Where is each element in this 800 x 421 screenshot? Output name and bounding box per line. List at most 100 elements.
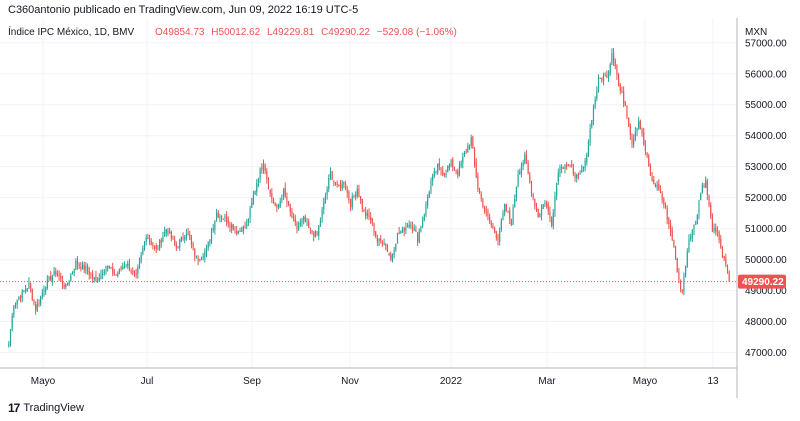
candle (462, 152, 464, 169)
candle (143, 240, 146, 251)
footer-branding[interactable]: 17 TradingView (8, 400, 84, 416)
candle-body (145, 238, 147, 242)
candle-body (215, 213, 218, 220)
candle (179, 238, 181, 251)
candle (710, 202, 712, 219)
candle (403, 226, 405, 237)
candle-body (326, 188, 328, 195)
candle (128, 258, 131, 272)
candle-body (401, 227, 404, 233)
candle (400, 230, 402, 234)
candle (28, 277, 30, 289)
candle-body (100, 273, 102, 279)
candle-body (272, 200, 275, 204)
candle (636, 127, 638, 137)
candle-body (187, 232, 189, 235)
candle-body (569, 164, 571, 166)
candle-body (502, 212, 504, 220)
candle (138, 257, 141, 270)
candle-body (249, 208, 251, 219)
candle-body (35, 304, 37, 311)
candle-body (505, 204, 507, 212)
candle (611, 48, 613, 66)
candle-body (226, 216, 228, 222)
candle (289, 203, 291, 217)
candle (396, 232, 399, 244)
candle-body (544, 202, 546, 204)
candle (45, 286, 47, 296)
candle-body (713, 227, 715, 232)
candle (68, 280, 70, 287)
candle-body (371, 218, 373, 223)
candle (609, 62, 611, 77)
candlestick-chart[interactable]: 57000.00 56000.00 55000.00 54000.00 53000.00… (0, 18, 800, 398)
candle (125, 264, 127, 268)
candle (41, 288, 43, 300)
candle-body (333, 180, 335, 182)
candle (366, 209, 368, 220)
candle-body (26, 288, 28, 291)
candle (157, 244, 159, 251)
candle (294, 214, 296, 227)
candle (587, 139, 590, 157)
candle (532, 192, 534, 201)
candle (98, 273, 100, 282)
candle (661, 191, 663, 204)
candle (155, 243, 157, 254)
candle (723, 255, 725, 261)
price-axis[interactable]: 57000.00 56000.00 55000.00 54000.00 53000.00… (745, 38, 787, 359)
candle (388, 252, 390, 256)
candle (591, 119, 593, 129)
candle (618, 72, 620, 87)
candle-body (445, 173, 447, 176)
symbol-title[interactable]: Índice IPC México, 1D, BMV (8, 25, 134, 38)
candle-body (428, 191, 430, 198)
candle (321, 206, 323, 223)
candle-body (726, 264, 729, 272)
candle-body (638, 120, 640, 129)
candle-body (484, 207, 486, 211)
candle-body (45, 287, 47, 292)
candle (512, 204, 514, 226)
candle (261, 163, 263, 174)
candle-body (527, 162, 529, 174)
candle (376, 234, 378, 247)
candle (718, 230, 720, 244)
candle (646, 152, 648, 158)
candle-body (289, 204, 291, 212)
candle (639, 119, 641, 130)
candle (301, 217, 303, 227)
candle-body (465, 151, 467, 153)
candle-body (690, 237, 692, 240)
time-axis[interactable]: Mayo Jul Sep Nov 2022 Mar Mayo 13 (31, 376, 719, 387)
candle-body (693, 224, 695, 230)
last-price-value: 49290.22 (742, 277, 784, 288)
candle-body (438, 162, 440, 167)
candle (411, 221, 414, 234)
candle-body (381, 241, 383, 244)
candle (197, 255, 199, 266)
candle-body (427, 197, 429, 206)
candle (35, 301, 37, 315)
candle-body (314, 230, 316, 237)
price-tick-label: 48000.00 (745, 317, 787, 328)
candle (467, 142, 469, 153)
candle (393, 247, 395, 259)
candle-body (205, 248, 208, 253)
candle (638, 116, 640, 130)
candle-body (204, 251, 206, 258)
candle (551, 216, 553, 228)
candle (76, 256, 79, 270)
candle (452, 157, 454, 172)
candle-body (128, 263, 131, 271)
candle (282, 188, 285, 200)
candle (690, 233, 692, 242)
candle-body (115, 274, 117, 276)
candle (264, 163, 266, 175)
candle-body (695, 223, 697, 225)
candle-body (159, 239, 161, 249)
candle-body (160, 240, 162, 243)
candle-body (142, 248, 144, 254)
candle-body (46, 279, 48, 289)
candle-body (261, 168, 263, 170)
